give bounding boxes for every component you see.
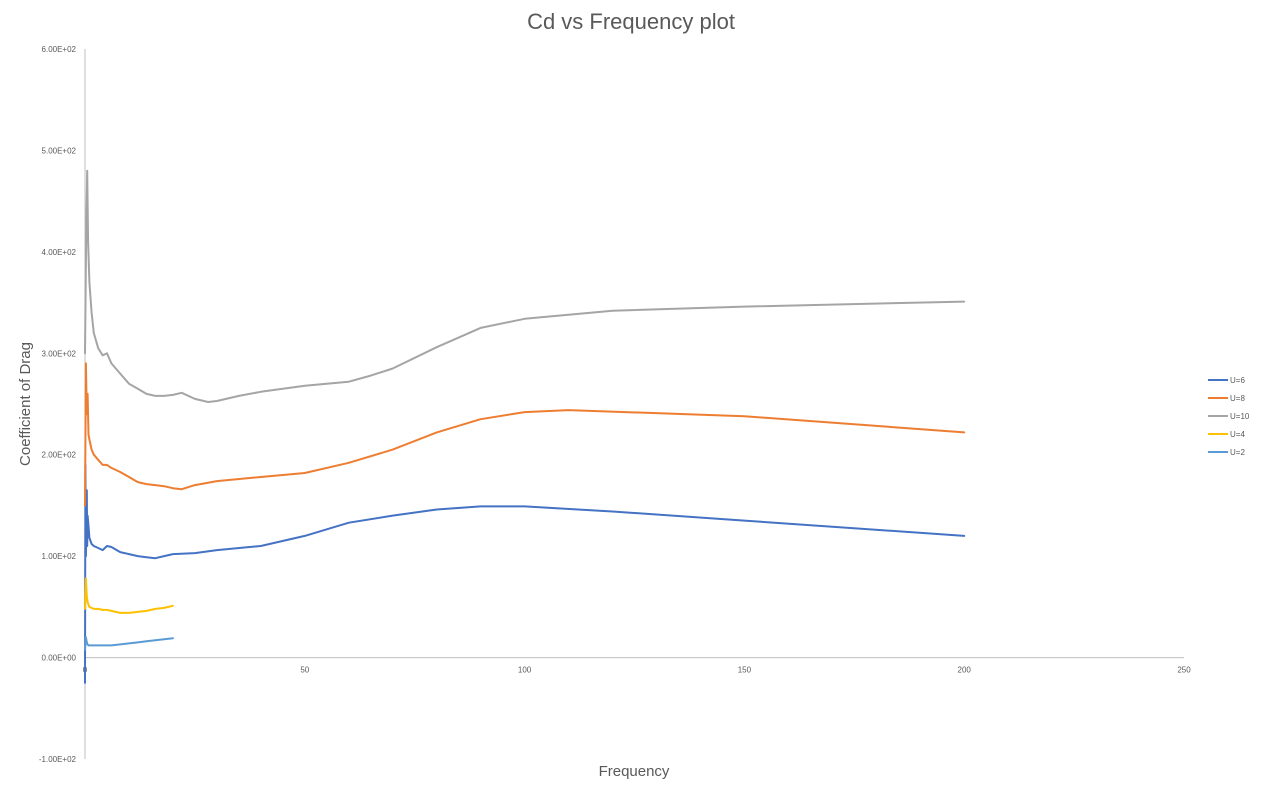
y-tick-label: 0.00E+00 (42, 654, 77, 663)
series-line-u10 (84, 169, 966, 403)
y-tick-label: 1.00E+02 (42, 552, 77, 561)
legend-item: U=8 (1208, 394, 1245, 403)
legend-label: U=4 (1230, 430, 1245, 439)
x-axis-ticks: 050100150200250 (83, 666, 1191, 675)
y-tick-label: -1.00E+02 (39, 755, 77, 764)
series-line-u2 (84, 636, 174, 651)
plot-area: 6.00E+02 5.00E+02 4.00E+02 3.00E+02 2.00E+02… (39, 45, 1191, 764)
y-axis-title: Coefficient of Drag (17, 342, 34, 466)
x-tick-label: 50 (300, 666, 309, 675)
legend-label: U=8 (1230, 394, 1245, 403)
legend-item: U=4 (1208, 430, 1245, 439)
legend-item: U=2 (1208, 448, 1245, 457)
y-tick-label: 6.00E+02 (42, 45, 77, 54)
legend: U=6 U=8 U=10 U=4 U=2 (1208, 376, 1250, 457)
y-tick-label: 5.00E+02 (42, 146, 77, 155)
chart-title: Cd vs Frequency plot (527, 9, 735, 34)
y-tick-label: 2.00E+02 (42, 451, 77, 460)
series-line-u4 (84, 577, 174, 614)
legend-item: U=6 (1208, 376, 1245, 385)
y-axis-ticks: 6.00E+02 5.00E+02 4.00E+02 3.00E+02 2.00E+02… (39, 45, 77, 764)
legend-item: U=10 (1208, 412, 1250, 421)
legend-label: U=6 (1230, 376, 1245, 385)
series-group (84, 169, 966, 684)
x-tick-label: 100 (518, 666, 532, 675)
x-axis-title: Frequency (599, 763, 670, 780)
series-line-u6 (84, 463, 966, 684)
y-tick-label: 3.00E+02 (42, 349, 77, 358)
x-tick-label: 250 (1177, 666, 1191, 675)
series-line-u8 (84, 362, 966, 507)
legend-label: U=10 (1230, 412, 1250, 421)
legend-label: U=2 (1230, 448, 1245, 457)
x-tick-label: 200 (958, 666, 972, 675)
x-tick-label: 150 (738, 666, 752, 675)
y-tick-label: 4.00E+02 (42, 248, 77, 257)
